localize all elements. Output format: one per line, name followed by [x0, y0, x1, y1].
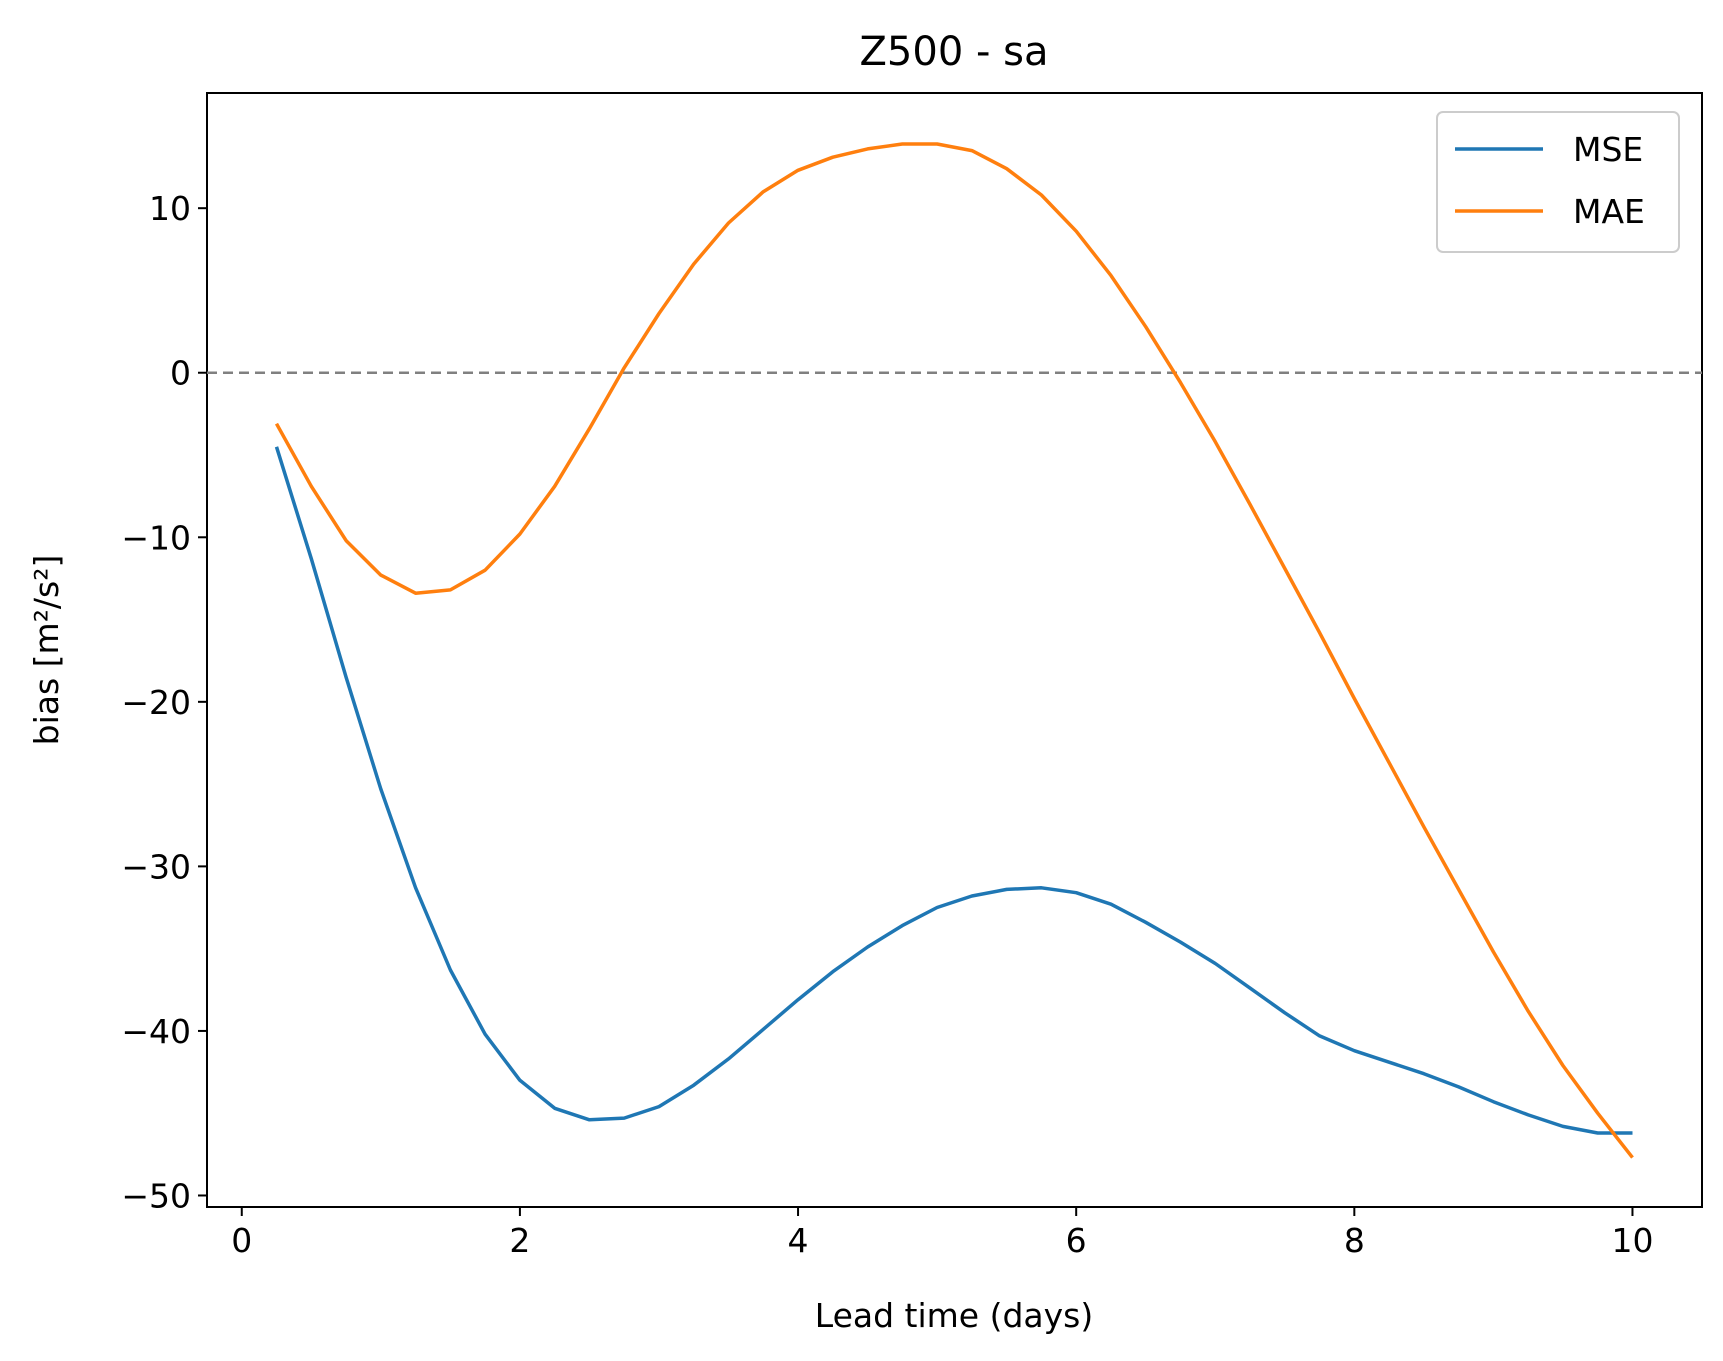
- chart-title: Z500 - sa: [860, 29, 1049, 75]
- x-axis: 0 2 4 6 8 10: [231, 1207, 1653, 1260]
- y-axis-label: bias [m²/s²]: [27, 555, 66, 746]
- y-tick-label: −50: [121, 1176, 191, 1215]
- x-tick-label: 2: [509, 1221, 530, 1260]
- x-tick-label: 8: [1344, 1221, 1365, 1260]
- x-tick-label: 4: [788, 1221, 809, 1260]
- x-tick-label: 0: [231, 1221, 252, 1260]
- y-axis: 10 0 −10 −20 −30 −40 −50: [121, 189, 207, 1215]
- legend-frame: [1436, 111, 1680, 253]
- x-axis-label: Lead time (days): [815, 1296, 1093, 1335]
- series-line-mse: [274, 446, 1633, 1135]
- legend: MSE MAE: [1436, 111, 1680, 253]
- y-tick-label: −40: [121, 1012, 191, 1051]
- legend-label-mse: MSE: [1573, 130, 1643, 169]
- x-tick-label: 6: [1066, 1221, 1087, 1260]
- y-tick-label: 10: [149, 189, 191, 228]
- legend-label-mae: MAE: [1573, 192, 1645, 231]
- y-tick-label: −20: [121, 683, 191, 722]
- x-tick-label: 10: [1611, 1221, 1653, 1260]
- y-tick-label: −10: [121, 518, 191, 557]
- series-layer: [274, 142, 1634, 1159]
- y-tick-label: 0: [170, 354, 191, 393]
- plot-area: [206, 92, 1703, 1208]
- y-tick-label: −30: [121, 847, 191, 886]
- series-line-mae: [274, 142, 1634, 1159]
